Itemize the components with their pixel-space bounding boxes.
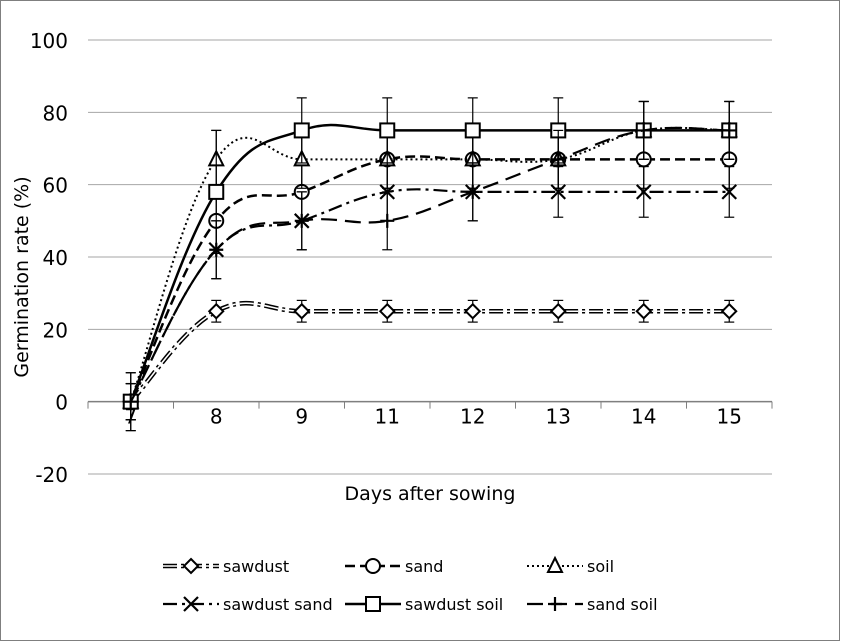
- legend-marker-square: [365, 596, 381, 612]
- series-sand-soil: [123, 100, 737, 432]
- legend-item-sand: sand: [345, 557, 443, 576]
- data-point-plus: [209, 242, 224, 257]
- legend-item-sawdust-soil: sawdust soil: [345, 595, 503, 614]
- x-tick-label: 11: [375, 405, 400, 429]
- series-line: [129, 126, 730, 402]
- data-point-diamond: [293, 302, 311, 320]
- x-tick-label: 8: [210, 405, 223, 429]
- x-tick-label: 14: [631, 405, 656, 429]
- y-tick-label: 40: [43, 246, 68, 270]
- data-point-x: [721, 184, 738, 200]
- data-point-plus: [123, 394, 138, 409]
- series-line-outer: [129, 300, 730, 404]
- series-line: [129, 126, 730, 403]
- data-point-plus: [465, 184, 480, 199]
- legend-label: sand soil: [587, 595, 658, 614]
- y-tick-label: 20: [43, 318, 68, 342]
- x-axis-title: Days after sowing: [345, 483, 516, 505]
- series-soil: [122, 100, 738, 421]
- data-point-x: [550, 184, 567, 200]
- x-tick-label: 15: [717, 405, 742, 429]
- legend-label: sawdust sand: [223, 595, 333, 614]
- legend-marker-x: [183, 596, 199, 612]
- y-tick-label: 0: [55, 391, 68, 415]
- x-tick-label: 9: [295, 405, 308, 429]
- legend-marker-diamond: [182, 557, 200, 575]
- legend-item-soil: soil: [527, 555, 614, 576]
- legend-marker-plus: [548, 597, 562, 611]
- y-tick-label: 100: [30, 29, 68, 53]
- data-point-square: [464, 122, 481, 139]
- legend-marker-circle: [365, 558, 381, 574]
- y-tick-label: -20: [35, 463, 68, 487]
- legend-label: sawdust soil: [405, 595, 503, 614]
- y-tick-label: 60: [43, 174, 68, 198]
- data-point-square: [208, 183, 225, 200]
- legend-label: sand: [405, 557, 443, 576]
- series-sawdust-soil: [122, 97, 738, 432]
- data-point-plus: [636, 123, 651, 138]
- data-point-square: [379, 122, 396, 139]
- legend-label: sawdust: [223, 557, 289, 576]
- series-line: [129, 123, 730, 403]
- y-axis-title: Germination rate (%): [11, 176, 33, 377]
- data-point-plus: [551, 152, 566, 167]
- x-tick-label: 12: [460, 405, 485, 429]
- series-line-inner: [130, 302, 730, 403]
- data-point-diamond: [207, 302, 225, 320]
- data-point-diamond: [464, 302, 482, 320]
- y-tick-label: 80: [43, 101, 68, 125]
- legend-item-sand-soil: sand soil: [527, 595, 658, 614]
- data-point-plus: [722, 123, 737, 138]
- data-point-diamond: [635, 302, 653, 320]
- series-sand: [122, 129, 738, 421]
- legend-marker-triangle: [546, 555, 564, 573]
- data-point-diamond: [720, 302, 738, 320]
- legend-item-sawdust-sand: sawdust sand: [163, 595, 333, 614]
- series-line: [129, 155, 730, 403]
- data-point-plus: [380, 213, 395, 228]
- legend-label: soil: [587, 557, 614, 576]
- data-point-diamond: [378, 302, 396, 320]
- data-point-diamond: [549, 302, 567, 320]
- data-point-square: [293, 122, 310, 139]
- series-sawdust-sand: [122, 162, 738, 421]
- legend-item-sawdust: sawdust: [163, 557, 289, 576]
- x-tick-label: 13: [546, 405, 571, 429]
- data-point-plus: [294, 213, 309, 228]
- data-point-x: [635, 184, 652, 200]
